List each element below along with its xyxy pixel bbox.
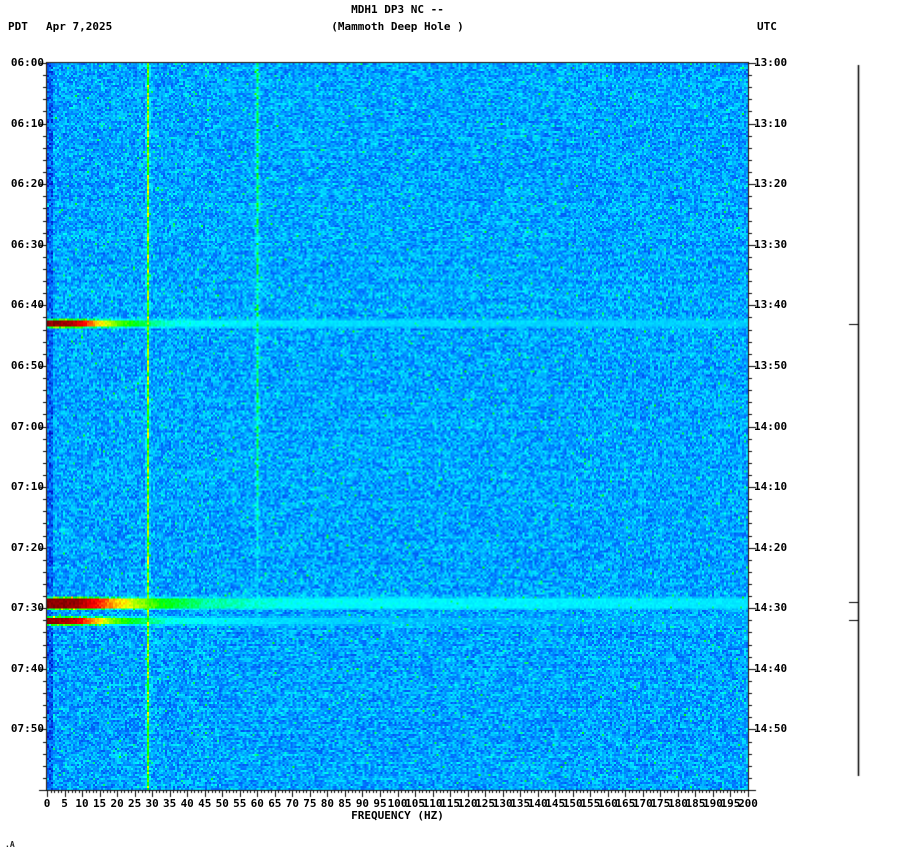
- x-frequency-tick-label: 105: [405, 797, 425, 810]
- x-frequency-tick-label: 125: [475, 797, 496, 810]
- x-frequency-tick-label: 135: [510, 797, 531, 810]
- x-frequency-tick-label: 120: [457, 797, 478, 810]
- x-frequency-tick-label: 165: [615, 797, 636, 810]
- x-frequency-tick-label: 5: [61, 797, 68, 810]
- y-right-time-label: 14:00: [754, 419, 788, 433]
- x-frequency-tick-label: 10: [75, 797, 89, 810]
- x-frequency-tick-label: 160: [597, 797, 618, 810]
- x-frequency-tick-label: 45: [198, 797, 212, 810]
- x-frequency-tick-label: 170: [632, 797, 653, 810]
- x-frequency-tick-label: 180: [667, 797, 688, 810]
- y-right-time-label: 13:00: [754, 56, 788, 69]
- x-frequency-tick-label: 115: [440, 797, 460, 810]
- y-right-time-label: 13:40: [754, 298, 788, 312]
- station-title: MDH1 DP3 NC --: [351, 3, 444, 16]
- y-left-time-label: 06:20: [10, 177, 44, 191]
- x-frequency-tick-label: 80: [320, 797, 335, 810]
- x-axis-title: FREQUENCY (HZ): [351, 809, 444, 822]
- x-frequency-tick-label: 175: [650, 797, 671, 810]
- y-left-time-label: 07:00: [10, 419, 44, 433]
- x-frequency-tick-label: 100: [387, 797, 408, 810]
- y-right-time-label: 14:30: [754, 601, 788, 615]
- y-left-time-label: 06:50: [10, 358, 44, 372]
- y-right-time-label: 14:40: [754, 661, 788, 675]
- x-frequency-tick-label: 150: [562, 797, 583, 810]
- x-frequency-tick-label: 85: [338, 797, 352, 810]
- x-frequency-tick-label: 60: [250, 797, 264, 810]
- x-frequency-tick-label: 70: [285, 797, 299, 810]
- x-frequency-tick-label: 0: [43, 797, 51, 810]
- x-frequency-tick-label: 30: [145, 797, 159, 810]
- y-left-time-label: 06:40: [10, 298, 44, 312]
- y-right-time-label: 14:50: [754, 722, 788, 736]
- y-right-time-label: 13:10: [754, 116, 788, 130]
- x-frequency-tick-label: 20: [110, 797, 124, 810]
- x-frequency-tick-label: 35: [163, 797, 177, 810]
- x-frequency-tick-label: 50: [215, 797, 229, 810]
- x-frequency-tick-label: 90: [355, 797, 370, 810]
- y-left-time-label: 06:30: [10, 237, 44, 251]
- x-frequency-tick-label: 40: [180, 797, 194, 810]
- x-frequency-tick-label: 65: [268, 797, 282, 810]
- x-frequency-tick-label: 190: [703, 797, 723, 810]
- x-frequency-tick-label: 140: [527, 797, 548, 810]
- x-frequency-tick-label: 110: [422, 797, 443, 810]
- y-right-time-label: 14:10: [754, 480, 788, 494]
- timezone-right-label: UTC: [757, 20, 777, 33]
- x-frequency-tick-label: 155: [580, 797, 601, 810]
- y-right-time-label: 13:50: [754, 358, 788, 372]
- x-frequency-tick-label: 25: [128, 797, 142, 810]
- y-left-time-label: 07:10: [10, 480, 44, 494]
- y-right-time-label: 13:20: [754, 177, 788, 191]
- x-frequency-tick-label: 185: [685, 797, 706, 810]
- spectrogram-heatmap: [47, 63, 748, 790]
- x-frequency-tick-label: 145: [545, 797, 566, 810]
- x-frequency-tick-label: 15: [92, 797, 107, 810]
- x-frequency-tick-label: 95: [373, 797, 387, 810]
- x-frequency-tick-label: 195: [720, 797, 741, 810]
- y-left-time-label: 06:00: [10, 56, 44, 69]
- y-right-time-label: 13:30: [754, 237, 788, 251]
- y-left-time-label: 06:10: [10, 116, 44, 130]
- x-frequency-tick-label: 200: [738, 797, 758, 810]
- corner-mark: .A: [5, 840, 15, 849]
- x-frequency-tick-label: 130: [492, 797, 513, 810]
- x-frequency-tick-label: 55: [233, 797, 247, 810]
- x-frequency-tick-label: 75: [303, 797, 317, 810]
- y-left-time-label: 07:30: [10, 601, 44, 615]
- timezone-left-label: PDT: [8, 20, 28, 33]
- y-left-time-label: 07:20: [10, 540, 44, 554]
- y-left-time-label: 07:50: [10, 722, 44, 736]
- y-right-time-label: 14:20: [754, 540, 788, 554]
- y-left-time-label: 07:40: [10, 661, 44, 675]
- station-subtitle: (Mammoth Deep Hole ): [331, 20, 464, 33]
